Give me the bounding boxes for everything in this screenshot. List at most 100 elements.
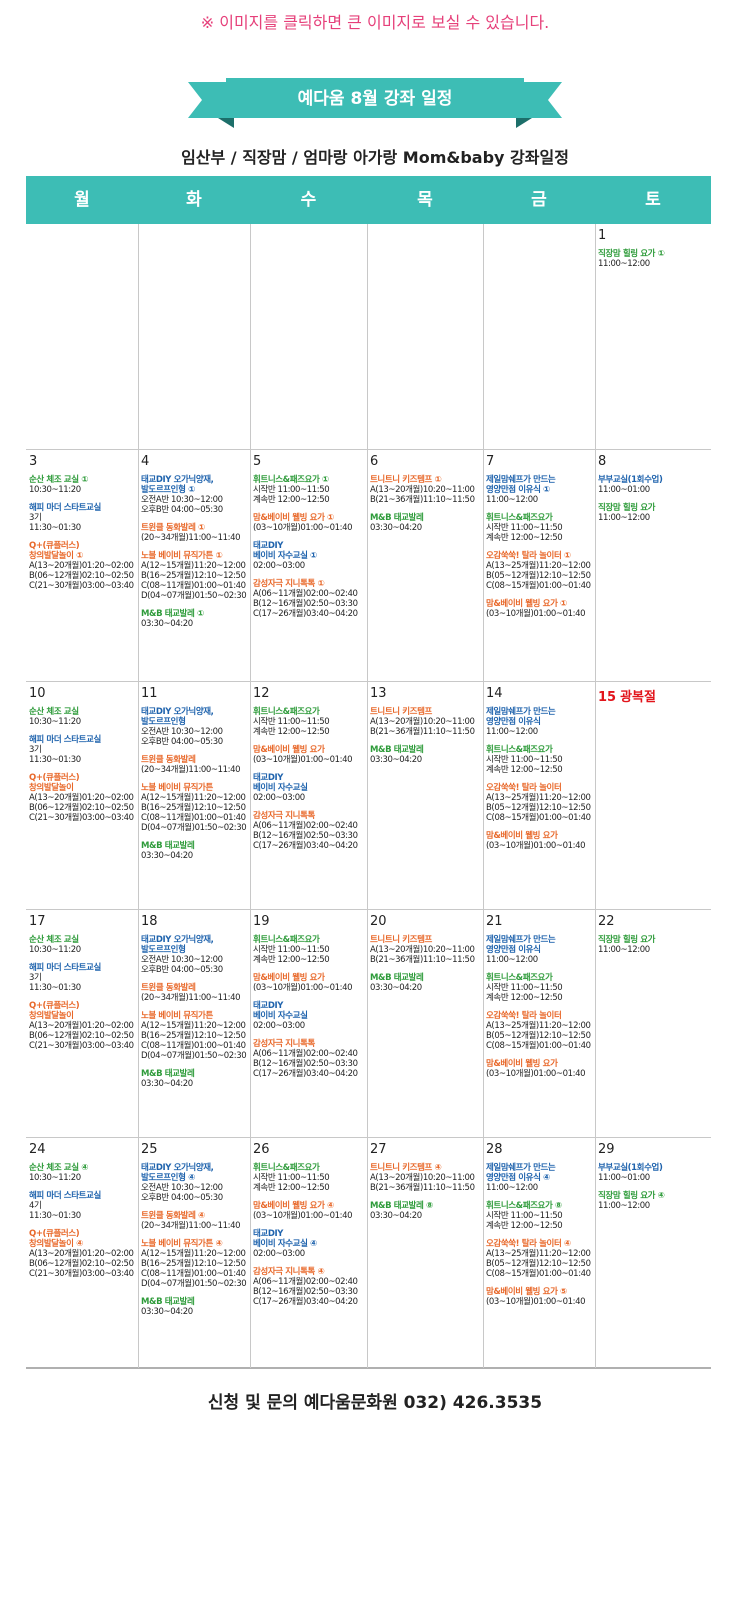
- class-event: 직장맘 힐링 요가 ① 11:00~12:00: [598, 249, 708, 269]
- day-number: 28: [486, 1142, 503, 1157]
- class-event: Q+(큐플러스) 창의발달놀이 A(13~20개월)01:20~02:00 B(06~…: [29, 773, 135, 823]
- class-event: 트니트니 키즈템프 A(13~20개월)10:20~11:00 B(21~36개월)…: [370, 707, 480, 737]
- class-time: A(06~11개월)02:00~02:40: [253, 1049, 358, 1059]
- class-title: M&B 태교발레: [141, 841, 195, 851]
- class-title: 태교DIY: [253, 1229, 284, 1239]
- class-time: B(12~16개월)02:50~03:30: [253, 1059, 358, 1069]
- class-title: 맘&베이비 웰빙 요가: [486, 1059, 558, 1069]
- class-time: 시작반 11:00~11:50: [486, 523, 563, 533]
- class-title: 베이비 자수교실: [253, 1011, 308, 1021]
- class-time: B(21~36개월)11:10~11:50: [370, 495, 475, 505]
- class-title: Q+(큐플러스): [29, 541, 80, 551]
- class-time: C(21~30개월)03:00~03:40: [29, 1269, 134, 1279]
- class-time: 10:30~11:20: [29, 945, 81, 955]
- class-time: B(16~25개월)12:10~12:50: [141, 1031, 246, 1041]
- class-title: 발도르프인형: [141, 945, 186, 955]
- class-event: 감성자극 지니톡톡 ④ A(06~11개월)02:00~02:40 B(12~16개…: [253, 1267, 364, 1307]
- day-number-row: 4: [141, 454, 247, 469]
- class-time: 02:00~03:00: [253, 793, 305, 803]
- class-event: 맘&베이비 웰빙 요가 (03~10개월)01:00~01:40: [486, 1059, 592, 1079]
- class-time: (03~10개월)01:00~01:40: [253, 1211, 353, 1221]
- weekday-header: 토: [595, 176, 711, 224]
- day-number: 13: [370, 686, 387, 701]
- day-cell: 20 트니트니 키즈템프 A(13~20개월)10:20~11:00 B(21~36개…: [367, 910, 483, 1138]
- class-title: Q+(큐플러스): [29, 773, 80, 783]
- class-time: 11:00~12:00: [598, 513, 650, 523]
- class-time: 11:30~01:30: [29, 1211, 81, 1221]
- day-number: 6: [370, 454, 379, 469]
- class-event: 맘&베이비 웰빙 요가 ⑤ (03~10개월)01:00~01:40: [486, 1287, 592, 1307]
- class-event: 순산 체조 교실 10:30~11:20: [29, 935, 135, 955]
- class-time: (03~10개월)01:00~01:40: [486, 1297, 586, 1307]
- class-time: 오후B반 04:00~05:30: [141, 505, 223, 515]
- class-time: (20~34개월)11:00~11:40: [141, 533, 241, 543]
- day-cell: 12 휘트니스&패즈요가 시작반 11:00~11:50 계속반 12:00~12:5…: [250, 682, 367, 910]
- day-number-row: 27: [370, 1142, 480, 1157]
- day-number-row: 7: [486, 454, 592, 469]
- class-title: 순산 체조 교실: [29, 707, 79, 717]
- grid-line: [483, 224, 484, 1368]
- day-cell: 1 직장맘 힐링 요가 ① 11:00~12:00: [595, 224, 711, 450]
- class-event: 휘트니스&패즈요가 시작반 11:00~11:50 계속반 12:00~12:50: [486, 745, 592, 775]
- class-time: 계속반 12:00~12:50: [253, 727, 330, 737]
- class-title: Q+(큐플러스): [29, 1229, 80, 1239]
- class-title: 트니트니 키즈템프: [370, 935, 432, 945]
- class-event: Q+(큐플러스) 창의발달놀이 A(13~20개월)01:20~02:00 B(06~…: [29, 1001, 135, 1051]
- class-title: M&B 태교발레: [370, 513, 424, 523]
- day-number: 26: [253, 1142, 270, 1157]
- class-time: C(08~11개월)01:00~01:40: [141, 813, 246, 823]
- class-event: 해피 마더 스타트교실 3기 11:30~01:30: [29, 735, 135, 765]
- class-time: 11:00~12:00: [598, 1201, 650, 1211]
- class-title: 제일맘쉐프가 만드는: [486, 475, 556, 485]
- class-time: 11:30~01:30: [29, 523, 81, 533]
- day-cell: 10 순산 체조 교실 10:30~11:20 해피 마더 스타트교실 3기 11:30~…: [26, 682, 138, 910]
- notice[interactable]: ※ 이미지를 클릭하면 큰 이미지로 보실 수 있습니다.: [200, 13, 550, 32]
- class-time: C(08~11개월)01:00~01:40: [141, 1269, 246, 1279]
- class-event: M&B 태교발레 03:30~04:20: [370, 513, 480, 533]
- class-time: A(13~20개월)10:20~11:00: [370, 717, 475, 727]
- class-event: 휘트니스&패즈요가 시작반 11:00~11:50 계속반 12:00~12:50: [253, 1163, 364, 1193]
- class-time: (03~10개월)01:00~01:40: [486, 841, 586, 851]
- class-title: 트니트니 키즈템프 ④: [370, 1163, 442, 1173]
- class-time: D(04~07개월)01:50~02:30: [141, 591, 247, 601]
- class-title: 직장맘 힐링 요가 ①: [598, 249, 665, 259]
- class-time: A(13~20개월)10:20~11:00: [370, 1173, 475, 1183]
- class-time: 11:00~12:00: [598, 945, 650, 955]
- class-title: 노블 베이비 뮤직가튼: [141, 783, 213, 793]
- day-number: 8: [598, 454, 607, 469]
- day-number-row: 15 광복절: [598, 686, 708, 705]
- class-time: 계속반 12:00~12:50: [486, 1221, 563, 1231]
- class-title: 순산 체조 교실: [29, 935, 79, 945]
- class-time: B(06~12개월)02:10~02:50: [29, 571, 134, 581]
- day-cell: 27 트니트니 키즈템프 ④ A(13~20개월)10:20~11:00 B(21~3…: [367, 1138, 483, 1368]
- class-time: A(13~20개월)01:20~02:00: [29, 793, 134, 803]
- class-title: 태교DIY: [253, 773, 284, 783]
- class-time: C(21~30개월)03:00~03:40: [29, 1041, 134, 1051]
- day-number-row: 20: [370, 914, 480, 929]
- class-title: 영양만점 이유식: [486, 945, 541, 955]
- class-title: 태교DIY 오가닉양재,: [141, 1163, 214, 1173]
- class-time: C(17~26개월)03:40~04:20: [253, 1069, 358, 1079]
- class-event: Q+(큐플러스) 창의발달놀이 ① A(13~20개월)01:20~02:00 B(0…: [29, 541, 135, 591]
- class-title: 해피 마더 스타트교실: [29, 735, 101, 745]
- day-number-row: 17: [29, 914, 135, 929]
- class-title: 감성자극 지니톡톡: [253, 1039, 315, 1049]
- class-event: 순산 체조 교실 ① 10:30~11:20: [29, 475, 135, 495]
- day-cell: 13 트니트니 키즈템프 A(13~20개월)10:20~11:00 B(21~36개…: [367, 682, 483, 910]
- class-event: 제일맘쉐프가 만드는 영양만점 이유식 ④ 11:00~12:00: [486, 1163, 592, 1193]
- class-time: B(05~12개월)12:10~12:50: [486, 1031, 591, 1041]
- day-cell: 15 광복절: [595, 682, 711, 910]
- day-cell: 11 태교DIY 오가닉양재, 발도르프인형 오전A반 10:30~12:00 오후B반…: [138, 682, 250, 910]
- class-event: 해피 마더 스타트교실 3기 11:30~01:30: [29, 963, 135, 993]
- class-time: 03:30~04:20: [141, 1079, 193, 1089]
- class-event: 순산 체조 교실 ④ 10:30~11:20: [29, 1163, 135, 1183]
- class-time: 시작반 11:00~11:50: [486, 983, 563, 993]
- class-title: 제일맘쉐프가 만드는: [486, 935, 556, 945]
- class-title: 직장맘 힐링 요가 ④: [598, 1191, 665, 1201]
- class-event: 트윈클 동화발레 ④ (20~34개월)11:00~11:40: [141, 1211, 247, 1231]
- class-time: 3기: [29, 745, 42, 755]
- class-title: M&B 태교발레 ⑧: [370, 1201, 433, 1211]
- class-event: 부부교실(1회수업) 11:00~01:00: [598, 1163, 708, 1183]
- class-time: (20~34개월)11:00~11:40: [141, 1221, 241, 1231]
- class-event: 감성자극 지니톡톡 A(06~11개월)02:00~02:40 B(12~16개월)…: [253, 1039, 364, 1079]
